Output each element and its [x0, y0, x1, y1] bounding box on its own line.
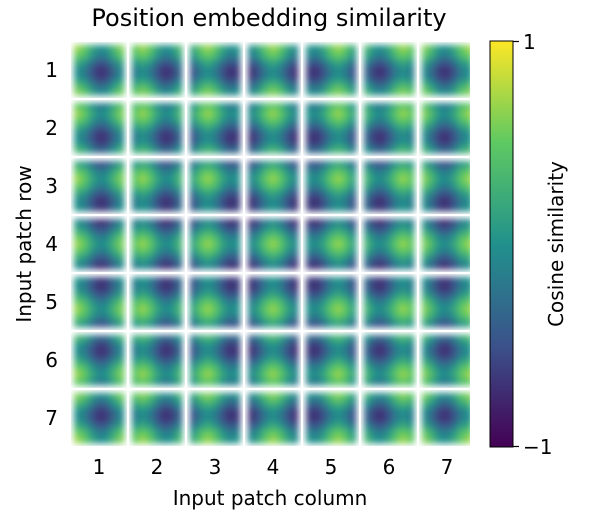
similarity-tile — [190, 219, 241, 270]
similarity-tile — [190, 161, 241, 212]
similarity-tile — [190, 45, 241, 96]
similarity-tile — [364, 277, 415, 328]
similarity-tile — [306, 45, 357, 96]
similarity-tile — [248, 277, 299, 328]
y-tick-label: 6 — [45, 348, 58, 372]
chart-title: Position embedding similarity — [91, 4, 446, 32]
similarity-tile — [422, 335, 470, 386]
similarity-tile — [132, 219, 183, 270]
similarity-tile — [422, 161, 470, 212]
similarity-tile — [306, 103, 357, 154]
similarity-tile — [190, 335, 241, 386]
similarity-tile — [306, 277, 357, 328]
y-tick-label: 1 — [45, 58, 58, 82]
x-tick-label: 4 — [267, 455, 280, 479]
heatmap-grid — [74, 45, 470, 444]
similarity-tile — [190, 277, 241, 328]
similarity-tile — [248, 45, 299, 96]
similarity-tile — [422, 277, 470, 328]
similarity-tile — [306, 219, 357, 270]
similarity-tile — [306, 393, 357, 444]
similarity-tile — [364, 393, 415, 444]
x-tick-label: 6 — [383, 455, 396, 479]
x-axis-ticks: 1 2 3 4 5 6 7 — [93, 455, 454, 479]
similarity-tile — [132, 277, 183, 328]
similarity-tile — [74, 393, 125, 444]
similarity-tile — [248, 103, 299, 154]
similarity-tile — [248, 393, 299, 444]
y-axis-label: Input patch row — [12, 165, 36, 322]
similarity-tile — [190, 103, 241, 154]
similarity-tile — [74, 335, 125, 386]
similarity-tile — [306, 161, 357, 212]
x-tick-label: 1 — [93, 455, 106, 479]
similarity-tile — [248, 161, 299, 212]
similarity-tile — [364, 335, 415, 386]
x-tick-label: 3 — [209, 455, 222, 479]
y-tick-label: 2 — [45, 116, 58, 140]
colorbar: 1 −1 Cosine similarity — [489, 30, 568, 459]
similarity-tile — [74, 45, 125, 96]
similarity-tile — [74, 219, 125, 270]
similarity-tile — [132, 393, 183, 444]
similarity-tile — [248, 219, 299, 270]
similarity-tile — [248, 335, 299, 386]
similarity-tile — [132, 45, 183, 96]
y-axis-ticks: 1 2 3 4 5 6 7 — [45, 58, 58, 430]
colorbar-label: Cosine similarity — [544, 161, 568, 327]
x-tick-label: 5 — [325, 455, 338, 479]
similarity-tile — [422, 45, 470, 96]
y-tick-label: 4 — [45, 232, 58, 256]
similarity-tile — [422, 219, 470, 270]
similarity-tile — [422, 393, 470, 444]
similarity-tile — [74, 103, 125, 154]
similarity-tile — [132, 161, 183, 212]
similarity-tile — [422, 103, 470, 154]
x-tick-label: 2 — [151, 455, 164, 479]
similarity-tile — [364, 45, 415, 96]
y-tick-label: 3 — [45, 174, 58, 198]
similarity-tile — [306, 335, 357, 386]
similarity-tile — [74, 161, 125, 212]
y-tick-label: 7 — [45, 406, 58, 430]
x-tick-label: 7 — [441, 455, 454, 479]
x-axis-label: Input patch column — [173, 486, 368, 510]
colorbar-tick-label-min: −1 — [523, 435, 552, 459]
similarity-tile — [132, 103, 183, 154]
similarity-tile — [364, 219, 415, 270]
colorbar-gradient — [489, 40, 514, 448]
similarity-tile — [132, 335, 183, 386]
colorbar-tick-label-max: 1 — [523, 30, 536, 54]
similarity-tile — [364, 161, 415, 212]
similarity-tile — [74, 277, 125, 328]
y-tick-label: 5 — [45, 290, 58, 314]
similarity-tile — [364, 103, 415, 154]
similarity-tile — [190, 393, 241, 444]
